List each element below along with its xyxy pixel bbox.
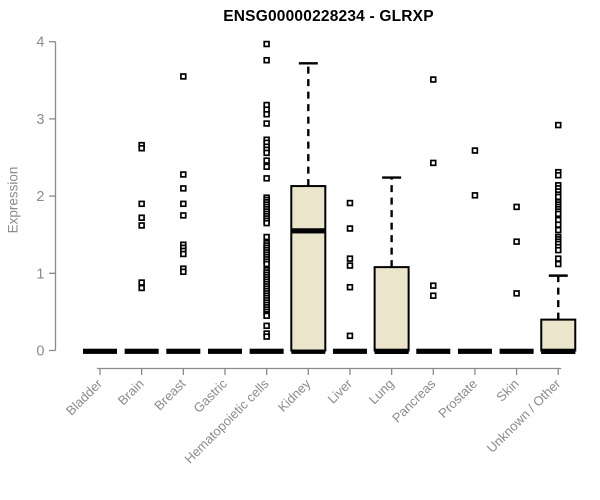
outlier-point <box>513 290 520 297</box>
outlier-point <box>555 121 562 129</box>
box-body <box>290 185 327 352</box>
outlier-point <box>555 172 562 179</box>
outlier-point <box>555 226 562 234</box>
outlier-point <box>263 120 270 127</box>
outlier-point <box>180 171 187 178</box>
outlier-point <box>138 222 145 229</box>
x-tick-label: Lung <box>366 376 397 407</box>
outlier-point <box>138 279 145 286</box>
outlier-point <box>263 312 270 320</box>
outlier-point <box>263 40 270 48</box>
outlier-point <box>346 199 354 207</box>
y-tick-label: 0 <box>36 344 44 360</box>
y-axis-label: Expression <box>5 166 21 234</box>
outlier-point <box>263 175 270 182</box>
outlier-point <box>346 225 354 232</box>
x-tick-label: Kidney <box>275 376 314 415</box>
x-tick-label: Brain <box>115 376 147 408</box>
outlier-point <box>430 282 437 289</box>
outlier-point <box>513 238 520 245</box>
outlier-point <box>555 260 562 268</box>
outlier-point <box>430 292 437 299</box>
box-body <box>540 318 577 352</box>
outlier-point <box>471 192 479 199</box>
outlier-point <box>263 163 270 171</box>
outlier-point <box>263 233 270 241</box>
y-tick-label: 3 <box>36 112 44 128</box>
outlier-point <box>263 260 270 268</box>
zero-median-bar <box>332 348 367 354</box>
outlier-point <box>555 221 562 228</box>
x-tick-label: Skin <box>493 376 521 404</box>
outlier-point <box>471 147 479 154</box>
x-tick-label: Unknown / Other <box>484 376 564 456</box>
outlier-point <box>263 322 270 330</box>
x-tick-label: Bladder <box>63 376 106 419</box>
zero-median-bar <box>166 348 201 354</box>
box-body <box>373 266 410 352</box>
outlier-point <box>180 250 187 258</box>
outlier-point <box>263 111 270 118</box>
outlier-point <box>180 73 187 80</box>
outlier-point <box>180 212 187 219</box>
zero-median-bar <box>83 348 117 354</box>
zero-median-bar <box>499 348 534 354</box>
zero-median-bar <box>416 348 451 354</box>
outlier-point <box>346 283 354 291</box>
outlier-point <box>180 268 187 276</box>
outlier-point <box>263 56 270 64</box>
outlier-point <box>263 219 270 227</box>
zero-median-bar <box>124 348 159 354</box>
x-tick-label: Gastric <box>190 376 230 416</box>
outlier-point <box>346 255 354 262</box>
median-line <box>374 348 409 354</box>
outlier-point <box>180 200 187 208</box>
outlier-point <box>138 214 145 221</box>
x-tick-label: Breast <box>151 376 188 413</box>
outlier-point <box>180 185 187 192</box>
outlier-point <box>138 284 145 292</box>
outlier-point <box>555 210 562 218</box>
outlier-point <box>555 255 562 262</box>
zero-median-bar <box>207 348 242 354</box>
y-tick-label: 4 <box>36 35 44 51</box>
outlier-point <box>555 193 562 201</box>
outlier-point <box>346 262 354 269</box>
chart-title: ENSG00000228234 - GLRXP <box>223 8 434 25</box>
outlier-point <box>138 200 145 208</box>
outlier-point <box>430 159 437 167</box>
outlier-point <box>346 332 354 340</box>
outlier-point <box>263 149 270 157</box>
outlier-point <box>263 157 270 164</box>
x-tick-label: Prostate <box>435 376 480 421</box>
y-tick-label: 2 <box>36 189 44 205</box>
zero-median-bar <box>457 348 492 354</box>
median-line <box>291 228 326 234</box>
outlier-point <box>138 144 145 152</box>
x-tick-label: Liver <box>325 376 356 407</box>
outlier-point <box>430 76 437 83</box>
outlier-point <box>263 333 270 340</box>
outlier-point <box>555 246 562 254</box>
y-tick-label: 1 <box>36 266 44 282</box>
zero-median-bar <box>249 348 284 354</box>
outlier-point <box>513 203 520 211</box>
x-tick-label: Pancreas <box>389 376 439 426</box>
median-line <box>541 348 576 354</box>
